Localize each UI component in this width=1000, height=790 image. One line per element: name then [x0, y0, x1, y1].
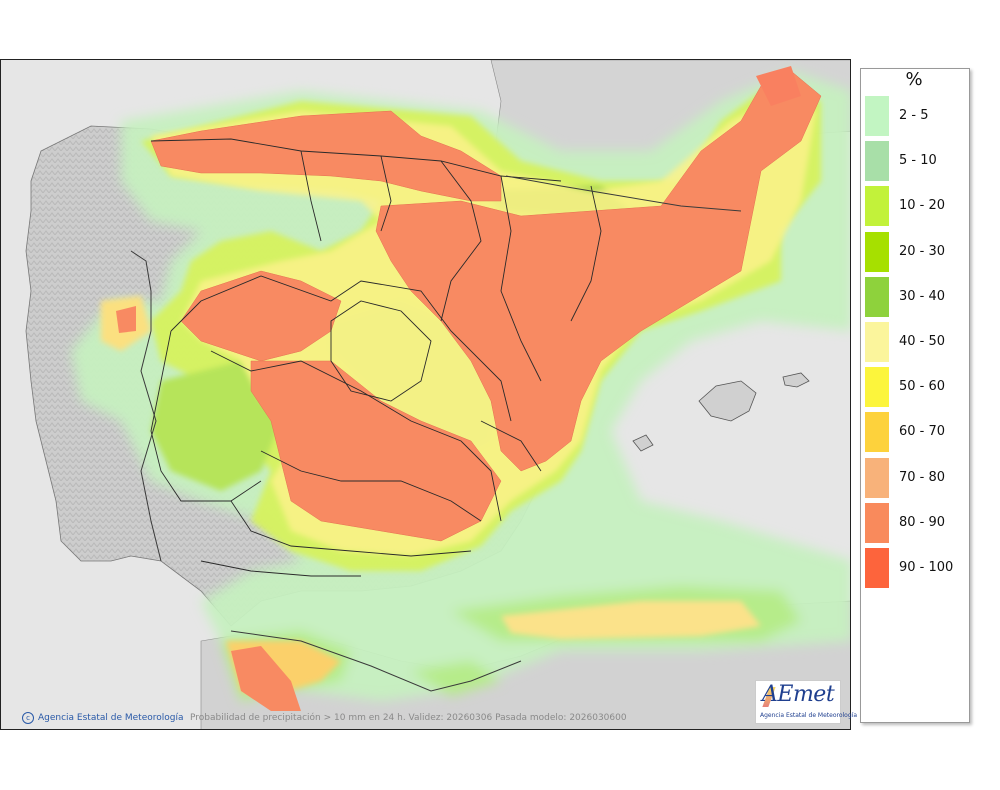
legend-swatch: [865, 231, 889, 272]
legend-item: 50 - 60: [863, 367, 967, 408]
legend-item: 5 - 10: [863, 141, 967, 182]
legend: % 2 - 5 5 - 10 10 - 20 20 - 30 30 - 40 40 - 5…: [860, 68, 970, 723]
agency-credit: c Agencia Estatal de Meteorología: [22, 712, 184, 724]
legend-swatch: [865, 548, 889, 588]
legend-label: 20 - 30: [899, 243, 946, 259]
legend-swatch: [865, 367, 889, 408]
legend-label: 5 - 10: [899, 153, 937, 169]
precipitation-probability-map: [0, 59, 851, 730]
legend-item: 90 - 100: [863, 548, 967, 588]
region-borders: [150, 138, 602, 577]
legend-label: 90 - 100: [899, 560, 954, 575]
legend-swatch: [865, 502, 889, 543]
legend-label: 70 - 80: [899, 469, 946, 485]
legend-swatch: [865, 276, 889, 317]
legend-item: 30 - 40: [863, 276, 967, 317]
legend-item: 20 - 30: [863, 231, 967, 272]
legend-swatch: [865, 322, 889, 362]
aemet-logo: AEmet Agencia Estatal de Meteorología: [755, 680, 857, 724]
legend-item: 60 - 70: [863, 412, 967, 453]
legend-swatch: [865, 141, 889, 182]
legend-unit: %: [905, 69, 923, 90]
legend-label: 10 - 20: [899, 198, 946, 214]
legend-swatch: [865, 96, 889, 136]
legend-label: 30 - 40: [899, 288, 946, 304]
agency-credit-text: Agencia Estatal de Meteorología: [38, 713, 184, 723]
legend-item: 80 - 90: [863, 502, 967, 543]
legend-label: 60 - 70: [899, 424, 946, 440]
legend-item: 2 - 5: [863, 96, 967, 136]
legend-swatch: [865, 457, 889, 498]
legend-label: 40 - 50: [899, 334, 946, 349]
legend-label: 80 - 90: [899, 514, 946, 530]
logo-name: AEmet: [762, 682, 835, 707]
land-mallorca: [698, 380, 757, 422]
land-ibiza: [632, 434, 654, 452]
logo-subtitle: Agencia Estatal de Meteorología: [760, 712, 857, 719]
legend-item: 10 - 20: [863, 186, 967, 227]
legend-label: 2 - 5: [899, 108, 929, 123]
legend-swatch: [865, 186, 889, 227]
legend-item: 70 - 80: [863, 457, 967, 498]
land-menorca: [782, 372, 810, 388]
map-description: Probabilidad de precipitación > 10 mm en…: [190, 713, 627, 723]
legend-swatch: [865, 412, 889, 453]
copyright-icon: c: [22, 712, 34, 724]
legend-item: 40 - 50: [863, 322, 967, 362]
legend-label: 50 - 60: [899, 379, 946, 395]
country-borders: [130, 175, 742, 692]
